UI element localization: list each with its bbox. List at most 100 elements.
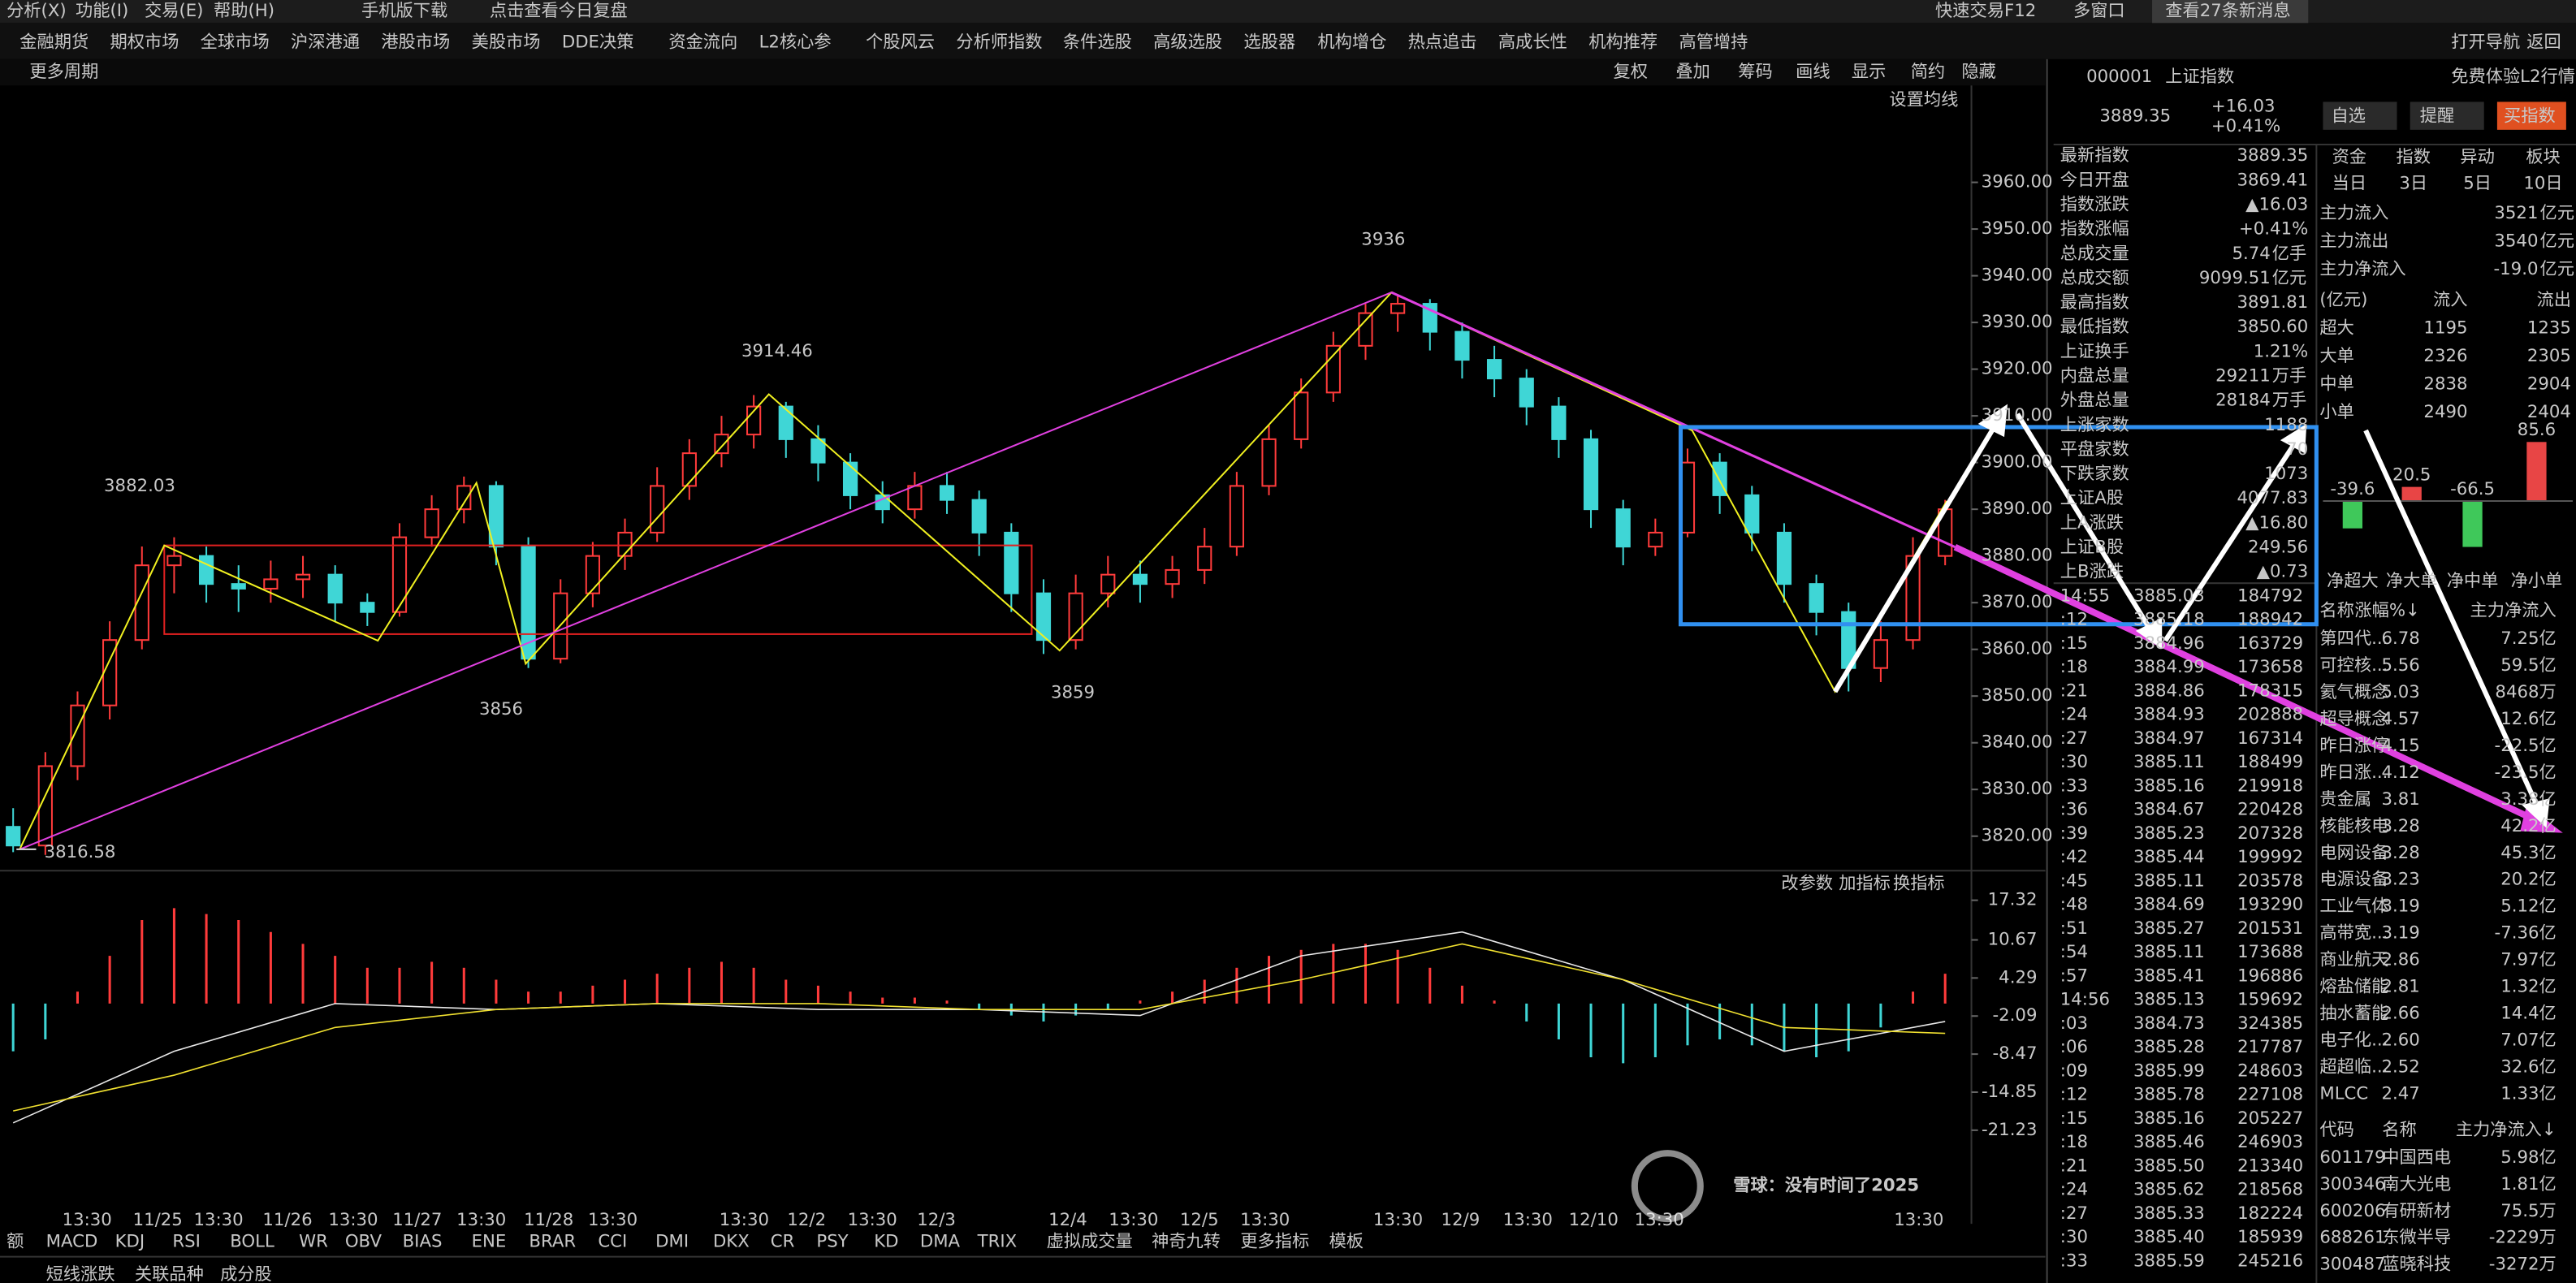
watch-button-bg[interactable] (2323, 102, 2397, 130)
indicator-tab[interactable]: DMA (920, 1231, 961, 1251)
stock-code[interactable]: 300487 (2319, 1254, 2385, 1274)
indicator-tab[interactable]: CCI (598, 1231, 627, 1251)
l2-link[interactable]: 免费体验L2行情 (2451, 67, 2575, 87)
sector-name[interactable]: 可控核... (2319, 655, 2388, 676)
flow-tab[interactable]: 资金 (2332, 147, 2366, 167)
indicator-tab[interactable]: CR (771, 1231, 795, 1251)
flow-tab[interactable]: 异动 (2460, 147, 2494, 167)
window-button[interactable]: 查看27条新消息 (2165, 1, 2290, 21)
indicator-tab[interactable]: BRAR (529, 1231, 576, 1251)
nav-item[interactable]: 美股市场 (472, 32, 541, 53)
quote-button[interactable]: 提醒 (2420, 106, 2454, 127)
indicator-tab[interactable]: TRIX (977, 1231, 1018, 1251)
stock-code[interactable]: 600206 (2319, 1201, 2385, 1221)
indicator-tab[interactable]: KDJ (115, 1231, 145, 1251)
window-button[interactable]: 多窗口 (2073, 1, 2125, 21)
sector-name[interactable]: 商业航天 (2319, 950, 2388, 970)
indicator-tab[interactable]: MACD (46, 1231, 98, 1251)
nav-item[interactable]: 沪深港通 (291, 32, 360, 53)
toolbar-button[interactable]: 隐藏 (1961, 62, 1995, 82)
quote-button[interactable]: 自选 (2332, 106, 2366, 127)
nav-item[interactable]: 分析师指数 (956, 32, 1042, 53)
nav-item[interactable]: 高级选股 (1153, 32, 1222, 53)
sector-name[interactable]: 昨日涨停 (2319, 736, 2388, 756)
nav-item[interactable]: 高管增持 (1679, 32, 1748, 53)
period-tab[interactable]: 5日 (2463, 174, 2492, 194)
toolbar-button[interactable]: 复权 (1614, 62, 1648, 82)
nav-item[interactable]: 全球市场 (201, 32, 270, 53)
flow-tab[interactable]: 指数 (2396, 147, 2430, 167)
bottom-tab[interactable]: 成分股 (220, 1264, 272, 1283)
indicator-button[interactable]: 换指标 (1893, 873, 1945, 893)
toolbar-button[interactable]: 筹码 (1738, 62, 1772, 82)
indicator-tab[interactable]: BOLL (230, 1231, 274, 1251)
stock-code[interactable]: 300346 (2319, 1174, 2385, 1194)
nav-item[interactable]: 选股器 (1243, 32, 1295, 53)
promo-link[interactable]: 手机版下载 (361, 1, 447, 21)
nav-item[interactable]: 期权市场 (110, 32, 179, 53)
toolbar-button[interactable]: 画线 (1796, 62, 1830, 82)
stock-code[interactable]: 601179 (2319, 1147, 2385, 1168)
nav-item[interactable]: 打开导航 (2451, 32, 2520, 53)
sector-name[interactable]: 工业气体 (2319, 896, 2388, 917)
sector-name[interactable]: 超导概念 (2319, 709, 2388, 729)
flow-tab[interactable]: 板块 (2526, 147, 2560, 167)
sector-name[interactable]: 贵金属 (2319, 789, 2371, 810)
sector-name[interactable]: 昨日涨... (2319, 762, 2388, 783)
menu-item[interactable]: 分析(X) (6, 1, 67, 21)
indicator-button[interactable]: 改参数 (1781, 873, 1833, 893)
quote-button[interactable]: 买指数 (2504, 106, 2556, 127)
toolbar-button[interactable]: 显示 (1852, 62, 1886, 82)
period-tab[interactable]: 当日 (2332, 174, 2366, 194)
bottom-tab[interactable]: 关联品种 (135, 1264, 204, 1283)
period-tab[interactable]: 10日 (2523, 174, 2562, 194)
sector-name[interactable]: MLCC (2319, 1084, 2368, 1104)
indicator-tab[interactable]: DMI (655, 1231, 689, 1251)
indicator-tab[interactable]: 虚拟成交量 (1047, 1231, 1133, 1251)
bottom-tab[interactable]: 短线涨跌 (46, 1264, 115, 1283)
nav-item[interactable]: 热点追击 (1408, 32, 1477, 53)
indicator-tab[interactable]: BIAS (403, 1231, 443, 1251)
indicator-tab[interactable]: KD (874, 1231, 898, 1251)
menu-item[interactable]: 交易(E) (145, 1, 203, 21)
sector-name[interactable]: 电源设备 (2319, 870, 2388, 890)
sector-name[interactable]: 熔盐储能 (2319, 977, 2388, 997)
stock-name[interactable]: 有研新材 (2382, 1201, 2451, 1221)
stock-name[interactable]: 东微半导 (2382, 1228, 2451, 1248)
nav-item[interactable]: DDE决策 (562, 32, 634, 53)
indicator-tab[interactable]: WR (299, 1231, 328, 1251)
sector-name[interactable]: 第四代... (2319, 629, 2388, 649)
sector-name[interactable]: 抽水蓄能 (2319, 1004, 2388, 1024)
stock-name[interactable]: 中国西电 (2382, 1147, 2451, 1168)
nav-item[interactable]: 个股风云 (866, 32, 935, 53)
indicator-tab[interactable]: 更多指标 (1240, 1231, 1309, 1251)
indicator-button[interactable]: 加指标 (1839, 873, 1891, 893)
indicator-tab[interactable]: RSI (172, 1231, 200, 1251)
nav-item[interactable]: 高成长性 (1498, 32, 1567, 53)
nav-item[interactable]: 机构增仓 (1317, 32, 1386, 53)
stock-name[interactable]: 南大光电 (2382, 1174, 2451, 1194)
toolbar-button[interactable]: 叠加 (1675, 62, 1709, 82)
menu-item[interactable]: 功能(I) (76, 1, 128, 21)
indicator-tab[interactable]: 模板 (1329, 1231, 1364, 1251)
sector-name[interactable]: 氦气概念 (2319, 682, 2388, 702)
alert-button-bg[interactable] (2410, 102, 2484, 130)
nav-item[interactable]: 返回 (2526, 32, 2561, 53)
nav-item[interactable]: 资金流向 (668, 32, 737, 53)
message-button-bg[interactable] (2152, 0, 2309, 24)
nav-item[interactable]: 港股市场 (381, 32, 450, 53)
ma-setting[interactable]: 设置均线 (1889, 89, 1958, 110)
indicator-tab[interactable]: 额 (6, 1231, 24, 1251)
period-tab[interactable]: 3日 (2399, 174, 2427, 194)
stock-name[interactable]: 蓝晓科技 (2382, 1254, 2451, 1274)
window-button[interactable]: 快速交易F12 (1935, 1, 2036, 21)
toolbar-button[interactable]: 简约 (1911, 62, 1945, 82)
indicator-tab[interactable]: 神奇九转 (1152, 1231, 1221, 1251)
period-menu[interactable]: 更多周期 (29, 62, 98, 82)
buy-button-bg[interactable] (2496, 102, 2566, 130)
menu-item[interactable]: 帮助(H) (214, 1, 274, 21)
stock-code[interactable]: 688261 (2319, 1228, 2385, 1248)
nav-item[interactable]: 机构推荐 (1588, 32, 1658, 53)
indicator-tab[interactable]: PSY (816, 1231, 849, 1251)
nav-item[interactable]: 金融期货 (19, 32, 89, 53)
